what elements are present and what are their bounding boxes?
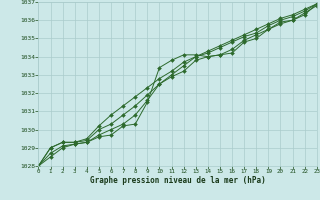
X-axis label: Graphe pression niveau de la mer (hPa): Graphe pression niveau de la mer (hPa) <box>90 176 266 185</box>
